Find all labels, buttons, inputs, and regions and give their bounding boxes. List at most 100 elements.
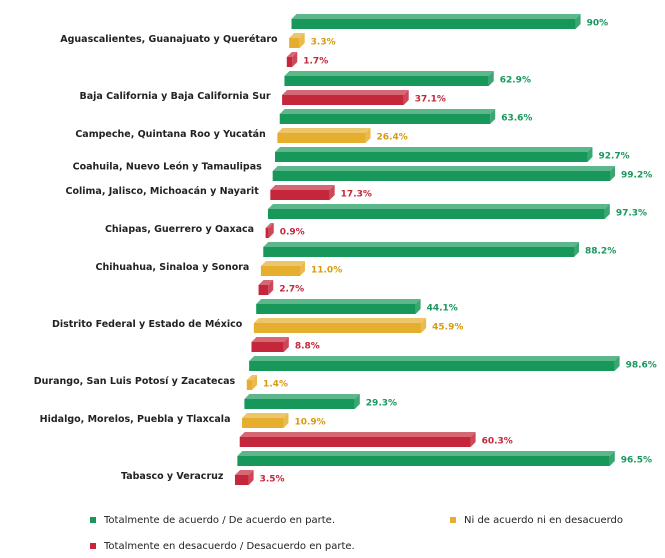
bar-top — [286, 52, 298, 57]
value-label: 99.2% — [621, 171, 652, 181]
bar-end — [268, 223, 274, 238]
value-label: 92.7% — [598, 152, 629, 162]
bar-end — [490, 109, 496, 124]
legend-swatch — [90, 543, 96, 549]
bar-top — [284, 71, 494, 76]
legend-label: Ni de acuerdo ni en desacuerdo — [464, 515, 623, 526]
value-label: 96.5% — [621, 456, 652, 466]
bar-end — [573, 242, 579, 257]
bar — [263, 247, 574, 257]
category-label: Hidalgo, Morelos, Puebla y Tlaxcala — [40, 414, 231, 425]
bar-end — [470, 432, 476, 447]
bar-top — [237, 451, 615, 456]
bar-end — [604, 204, 610, 219]
category-label: Durango, San Luis Potosí y Zacatecas — [34, 376, 236, 387]
value-label: 8.8% — [295, 342, 320, 352]
bar — [275, 152, 588, 162]
bar-end — [292, 52, 298, 67]
value-label: 90% — [587, 19, 609, 29]
bar-top — [244, 394, 360, 399]
category-label: Campeche, Quintana Roo y Yucatán — [75, 129, 266, 140]
bar — [258, 285, 269, 295]
bar-end — [609, 451, 615, 466]
bar-end — [403, 90, 409, 105]
value-label: 3.5% — [260, 475, 285, 485]
bar — [235, 475, 249, 485]
value-label: 63.6% — [501, 114, 532, 124]
value-label: 1.4% — [263, 380, 288, 390]
bar — [289, 38, 300, 48]
bar-top — [272, 166, 616, 171]
bar-end — [299, 261, 305, 276]
value-label: 44.1% — [427, 304, 458, 314]
bar-end — [283, 413, 289, 428]
bar — [256, 304, 416, 314]
value-label: 0.9% — [280, 228, 305, 238]
bar-top — [267, 204, 610, 209]
bar-top — [277, 128, 371, 133]
bar — [270, 190, 330, 200]
category-label: Chihuahua, Sinaloa y Sonora — [96, 262, 250, 273]
value-label: 37.1% — [415, 95, 446, 105]
bar — [279, 114, 491, 124]
bar — [277, 133, 366, 143]
bar-end — [610, 166, 616, 181]
bar — [249, 361, 615, 371]
bar — [284, 76, 489, 86]
category-label: Baja California y Baja California Sur — [80, 91, 271, 102]
category-label: Aguascalientes, Guanajuato y Querétaro — [60, 34, 278, 45]
bar — [242, 418, 284, 428]
category-label: Distrito Federal y Estado de México — [52, 319, 243, 330]
value-label: 17.3% — [341, 190, 372, 200]
bar-top — [242, 413, 289, 418]
bar-top — [253, 318, 427, 323]
value-label: 1.7% — [303, 57, 328, 67]
bar-end — [329, 185, 335, 200]
bar — [272, 171, 611, 181]
category-label: Coahuila, Nuevo León y Tamaulipas — [73, 162, 263, 173]
bar-top — [235, 470, 254, 475]
value-label: 26.4% — [377, 133, 408, 143]
bar-end — [415, 299, 421, 314]
bar — [286, 57, 293, 67]
bar-top — [289, 33, 305, 38]
category-label: Colima, Jalisco, Michoacán y Nayarit — [66, 186, 260, 197]
bar — [237, 456, 610, 466]
bar — [253, 323, 422, 333]
bar — [260, 266, 300, 276]
bar-end — [299, 33, 305, 48]
category-label: Tabasco y Veracruz — [121, 471, 224, 482]
bar-top — [270, 185, 335, 190]
value-label: 3.3% — [311, 38, 336, 48]
category-label: Chiapas, Guerrero y Oaxaca — [105, 224, 254, 235]
value-label: 45.9% — [432, 323, 463, 333]
value-label: 2.7% — [279, 285, 304, 295]
bar-end — [614, 356, 620, 371]
bar — [291, 19, 576, 29]
value-label: 29.3% — [366, 399, 397, 409]
bar-top — [239, 432, 476, 437]
value-label: 62.9% — [500, 76, 531, 86]
value-label: 98.6% — [626, 361, 657, 371]
bar-top — [256, 299, 421, 304]
bar — [244, 399, 355, 409]
bar-top — [246, 375, 258, 380]
bar-top — [265, 223, 274, 228]
bar-top — [282, 90, 409, 95]
bar — [251, 342, 284, 352]
value-label: 97.3% — [616, 209, 647, 219]
bar-top — [263, 242, 579, 247]
value-label: 11.0% — [311, 266, 342, 276]
bar — [267, 209, 605, 219]
legend-swatch — [450, 517, 456, 523]
legend-label: Totalmente en desacuerdo / Desacuerdo en… — [103, 541, 355, 552]
bar — [246, 380, 253, 390]
legend-swatch — [90, 517, 96, 523]
value-label: 88.2% — [585, 247, 616, 257]
bar-end — [252, 375, 258, 390]
bar-top — [291, 14, 581, 19]
bar-end — [365, 128, 371, 143]
bar-end — [268, 280, 274, 295]
bar-end — [488, 71, 494, 86]
